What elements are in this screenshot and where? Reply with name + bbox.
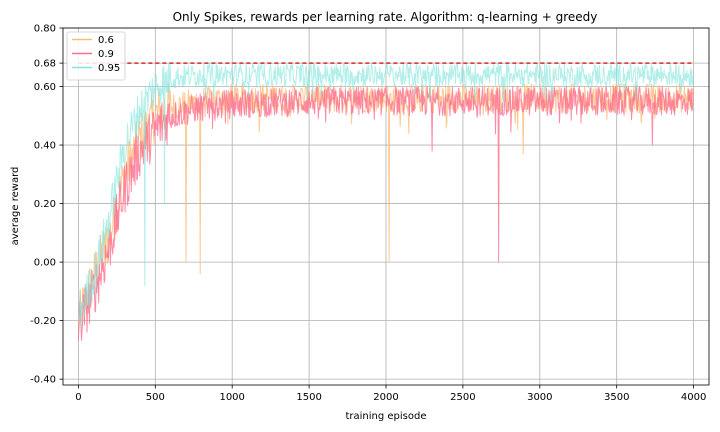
y-tick-label: 0.60: [34, 82, 56, 93]
legend-label: 0.95: [98, 63, 120, 74]
grid: [63, 27, 709, 385]
y-tick-label: 0.40: [34, 141, 56, 152]
x-ticks: 0 500 1000 1500 2000 2500 3000 3500 4000: [75, 385, 706, 403]
y-tick-label: 0.80: [34, 24, 56, 35]
x-axis-label: training episode: [345, 411, 426, 422]
y-tick-label: -0.40: [30, 375, 56, 386]
y-axis-label: average reward: [10, 167, 21, 246]
y-tick-label: 0.20: [34, 199, 56, 210]
x-tick-label: 1500: [296, 392, 321, 403]
y-ticks: -0.40 -0.20 0.00 0.20 0.40 0.60 0.68 0.80: [30, 24, 63, 386]
legend-label: 0.6: [98, 35, 114, 46]
series-line-2: [77, 62, 695, 328]
x-tick-label: 1000: [219, 392, 244, 403]
chart-title: Only Spikes, rewards per learning rate. …: [173, 10, 598, 24]
legend-label: 0.9: [98, 49, 114, 60]
x-tick-label: 2500: [450, 392, 475, 403]
y-tick-label: -0.20: [30, 316, 56, 327]
x-tick-label: 4000: [681, 392, 706, 403]
y-tick-label: 0.00: [34, 258, 56, 269]
series-layer: [77, 62, 695, 341]
x-tick-label: 0: [75, 392, 81, 403]
series-line-1: [77, 86, 695, 341]
x-tick-label: 2000: [373, 392, 398, 403]
legend: 0.6 0.9 0.95: [66, 31, 126, 81]
x-tick-label: 3000: [527, 392, 552, 403]
x-tick-label: 3500: [604, 392, 629, 403]
y-tick-label: 0.68: [34, 59, 56, 70]
x-tick-label: 500: [146, 392, 165, 403]
